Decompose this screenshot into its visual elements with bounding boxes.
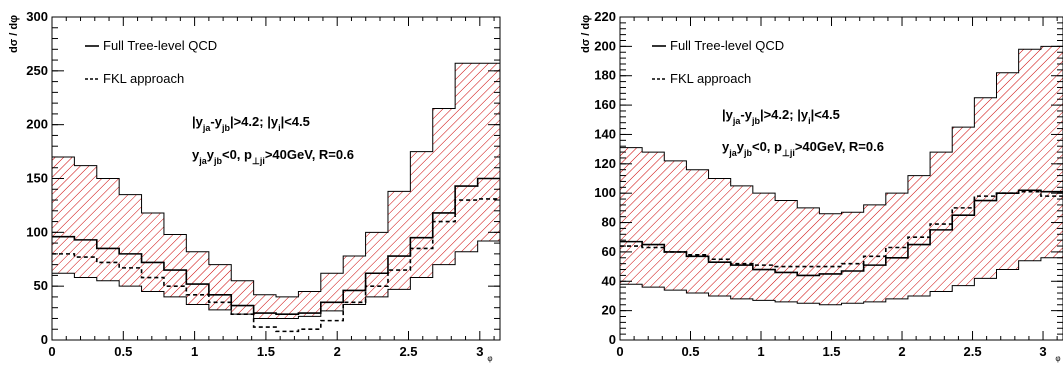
x-tick-label: 0.5 [114, 344, 132, 359]
x-tick-label: 3 [1039, 344, 1046, 359]
y-tick-label: 120 [594, 156, 616, 171]
x-tick-label: 1 [191, 344, 198, 359]
x-tick-label: 1.5 [822, 344, 840, 359]
x-tick-label: 2.5 [399, 344, 417, 359]
x-tick-label: 1.5 [257, 344, 275, 359]
y-axis-label: dσ / dφ [8, 15, 20, 53]
legend-label: FKL approach [670, 71, 751, 86]
chart-right: 0 0.5 1 1.5 2 2.5 3 0 20 40 60 80 100 120 140 160 180 200… [580, 9, 1063, 363]
band-upper-edge [52, 62, 500, 298]
series-line-full-qcd [52, 177, 500, 315]
x-tick-label: 0 [616, 344, 623, 359]
y-axis-label: dσ / dφ [580, 15, 592, 53]
cut-annotation: yjayjb<0, p⊥ji>40GeV, R=0.6 [192, 147, 354, 166]
y-tick-label: 80 [602, 215, 616, 230]
x-axis-label: φ [1055, 354, 1060, 363]
y-tick-label: 300 [26, 9, 48, 24]
y-tick-label: 50 [34, 278, 48, 293]
y-tick-label: 100 [594, 185, 616, 200]
y-tick-label: 60 [602, 244, 616, 259]
x-tick-label: 0.5 [681, 344, 699, 359]
cut-annotation: |yja-yjb|>4.2; |yi|<4.5 [192, 114, 310, 133]
y-tick-label: 150 [26, 171, 48, 186]
y-tick-label: 200 [26, 117, 48, 132]
y-tick-label: 0 [609, 332, 616, 347]
chart-panel-left: 0 0.5 1 1.5 2 2.5 3 0 50 100 150 200 250 300 dσ / dφ φ F… [0, 0, 531, 365]
x-tick-label: 2 [334, 344, 341, 359]
band-upper-edge [620, 45, 1063, 215]
legend-label: Full Tree-level QCD [103, 38, 217, 53]
chart-panel-right: 0 0.5 1 1.5 2 2.5 3 0 20 40 60 80 100 120 140 160 180 200… [572, 0, 1063, 365]
x-tick-label: 2 [898, 344, 905, 359]
x-tick-label: 1 [757, 344, 764, 359]
y-tick-label: 220 [594, 9, 616, 24]
legend-label: Full Tree-level QCD [670, 38, 784, 53]
cut-annotation: |yja-yjb|>4.2; |yi|<4.5 [722, 107, 840, 126]
uncertainty-band [620, 46, 1063, 305]
y-tick-label: 250 [26, 63, 48, 78]
y-tick-label: 200 [594, 38, 616, 53]
y-tick-label: 0 [41, 332, 48, 347]
plot-frame [619, 16, 1063, 341]
band-lower-edge [620, 257, 1063, 306]
x-tick-label: 2.5 [963, 344, 981, 359]
x-tick-label: 0 [48, 344, 55, 359]
cut-annotation: yjayjb<0, p⊥ji>40GeV, R=0.6 [722, 139, 884, 158]
y-tick-label: 140 [594, 126, 616, 141]
y-tick-label: 20 [602, 303, 616, 318]
y-tick-label: 40 [602, 273, 616, 288]
legend-label: FKL approach [103, 71, 184, 86]
x-tick-label: 3 [476, 344, 483, 359]
chart-left: 0 0.5 1 1.5 2 2.5 3 0 50 100 150 200 250 300 dσ / dφ φ F… [8, 9, 501, 363]
x-axis-label: φ [487, 354, 492, 363]
y-tick-label: 160 [594, 97, 616, 112]
y-tick-label: 100 [26, 224, 48, 239]
series-line-fkl [52, 198, 500, 333]
uncertainty-band [52, 63, 500, 319]
series-line-full-qcd [620, 189, 1063, 277]
series-line-fkl [620, 190, 1063, 268]
y-tick-label: 180 [594, 68, 616, 83]
band-lower-edge [52, 240, 500, 319]
